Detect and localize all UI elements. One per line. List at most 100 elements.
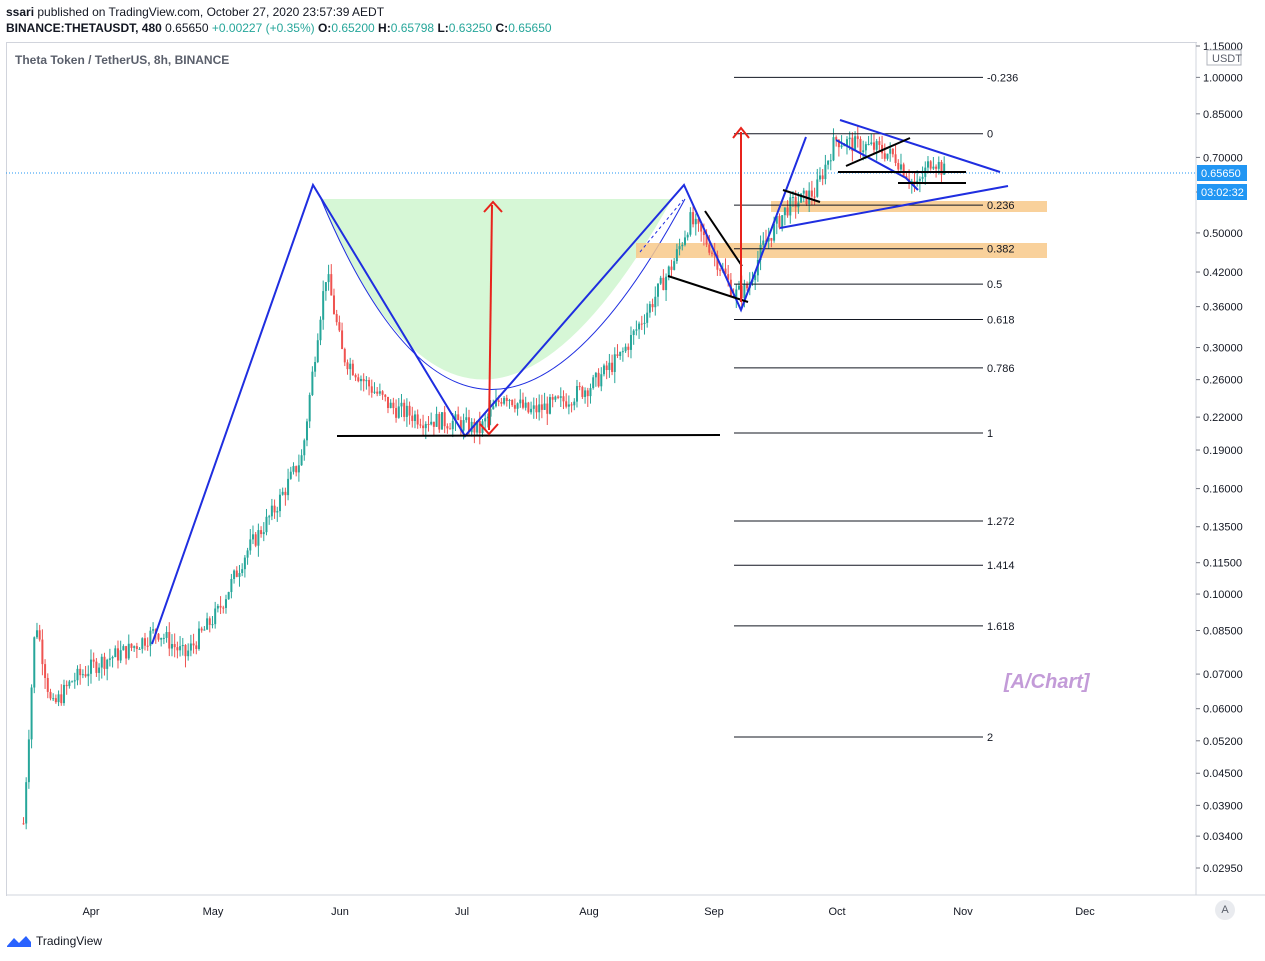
candle-body: [870, 142, 873, 145]
price-tick-label: 0.02950: [1203, 863, 1243, 875]
time-tick-label: Aug: [579, 906, 599, 918]
candle-body: [648, 304, 651, 313]
candle-body: [49, 691, 52, 699]
candle-body: [322, 291, 325, 320]
flag-upper-line: [704, 210, 743, 267]
candle-body: [168, 632, 171, 649]
candle-body: [519, 399, 522, 404]
candle-body: [443, 412, 446, 427]
candle-body: [611, 362, 614, 372]
candle-body: [71, 681, 74, 683]
candle-body: [427, 423, 430, 425]
candle-body: [457, 414, 460, 421]
candle-body: [808, 190, 811, 205]
fib-label--0.236: -0.236: [987, 72, 1018, 84]
candle-body: [276, 511, 279, 513]
candle-body: [122, 646, 125, 651]
candle-body: [656, 283, 659, 297]
candle-body: [565, 401, 568, 407]
unit-badge: [1206, 49, 1242, 66]
candle-body: [79, 668, 82, 676]
candle-body: [35, 630, 38, 638]
candle-body: [184, 644, 187, 657]
candle-body: [926, 161, 929, 168]
price-tick-label: 0.13500: [1203, 522, 1243, 534]
candle-body: [724, 268, 727, 275]
candle-body: [440, 412, 443, 430]
candle-body: [508, 400, 511, 402]
candle-body: [268, 516, 271, 518]
candle-body: [241, 569, 244, 574]
candle-body: [416, 414, 419, 425]
current-price-badge: [1197, 165, 1247, 181]
candle-body: [214, 608, 217, 625]
candle-body: [143, 638, 146, 646]
candle-body: [208, 618, 211, 625]
candle-body: [762, 240, 765, 245]
channel-line: [845, 137, 911, 167]
candle-body: [341, 330, 344, 350]
candle-body: [359, 378, 362, 382]
candle-body: [608, 362, 611, 370]
candle-body: [265, 516, 268, 533]
candle-body: [370, 386, 373, 393]
candle-body: [89, 659, 92, 674]
price-tick-label: 0.04500: [1203, 768, 1243, 780]
candle-body: [505, 397, 508, 402]
price-tick-label: 0.07000: [1203, 669, 1243, 681]
flag2-line: [782, 189, 821, 203]
candle-body: [84, 674, 87, 677]
candle-body: [700, 223, 703, 232]
candle-body: [233, 570, 236, 580]
fib-label-0.5: 0.5: [987, 279, 1002, 291]
candle-body: [918, 178, 921, 181]
candle-body: [627, 346, 630, 350]
candle-body: [316, 340, 319, 362]
candle-body: [235, 570, 238, 577]
candle-body: [211, 624, 214, 626]
candle-body: [127, 643, 130, 659]
candle-body: [346, 362, 349, 370]
price-tick-label: 0.19000: [1203, 445, 1243, 457]
tradingview-footer[interactable]: TradingView: [6, 934, 102, 948]
candle-body: [848, 137, 851, 140]
candle-body: [381, 391, 384, 395]
time-tick-label: Jun: [331, 906, 349, 918]
fib-label-0.236: 0.236: [987, 200, 1015, 212]
candle-body: [100, 656, 103, 668]
candle-body: [702, 231, 705, 236]
candle-body: [46, 677, 49, 692]
candle-body: [754, 275, 757, 281]
candle-body: [835, 137, 838, 140]
candle-body: [179, 646, 182, 651]
candle-body: [54, 698, 57, 703]
candle-body: [432, 421, 435, 427]
candle-body: [789, 197, 792, 216]
candle-body: [594, 372, 597, 378]
price-tick-label: 0.03400: [1203, 831, 1243, 843]
candle-body: [430, 421, 433, 425]
chart-frame[interactable]: [6, 42, 1197, 896]
candle-body: [376, 391, 379, 394]
publisher[interactable]: ssari: [6, 5, 35, 19]
candle-body: [667, 266, 670, 277]
candle-body: [114, 648, 117, 658]
candle-body: [624, 346, 627, 352]
candle-body: [589, 388, 592, 397]
candle-body: [621, 351, 624, 353]
candle-body: [646, 312, 649, 323]
auto-scale-button[interactable]: A: [1215, 900, 1235, 920]
candle-body: [511, 400, 514, 406]
candle-body: [222, 607, 225, 609]
candle-body: [881, 144, 884, 154]
candle-body: [165, 632, 168, 638]
candle-body: [489, 409, 492, 417]
low-value: 0.63250: [448, 21, 493, 35]
cup-neckline: [336, 434, 721, 437]
symbol-label[interactable]: BINANCE:THETAUSDT, 480: [6, 21, 162, 35]
candle-body: [138, 648, 141, 650]
candle-body: [727, 274, 730, 280]
candle-body: [319, 319, 322, 341]
candle-body: [899, 164, 902, 170]
